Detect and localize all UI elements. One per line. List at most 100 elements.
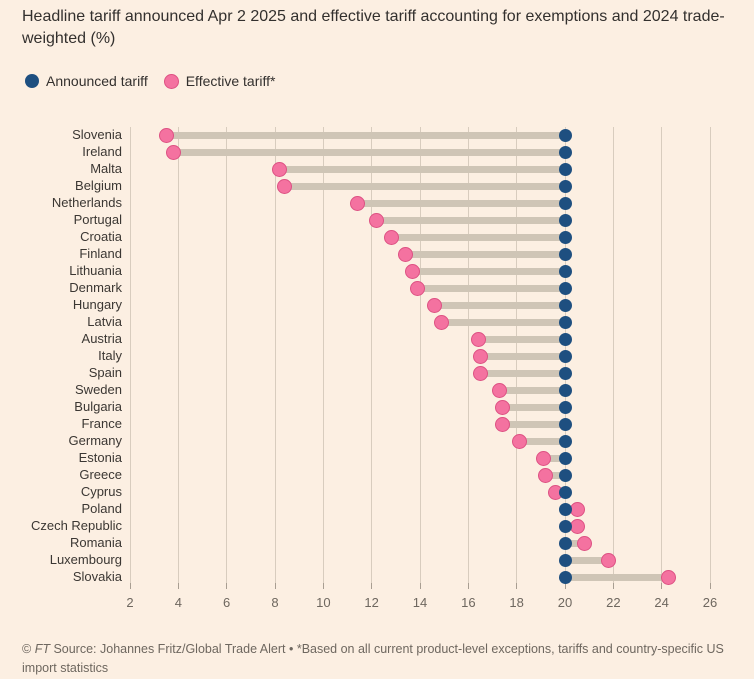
- source-text: Source: Johannes Fritz/Global Trade Aler…: [49, 642, 724, 656]
- legend-label-effective: Effective tariff*: [185, 73, 276, 89]
- country-label: Portugal: [73, 212, 122, 227]
- announced-dot: [558, 366, 572, 380]
- country-label: Italy: [98, 348, 122, 363]
- country-label: Finland: [79, 246, 122, 261]
- gridline: [129, 127, 131, 583]
- announced-dot: [558, 451, 572, 465]
- axis-tick: [371, 583, 373, 589]
- gridline: [371, 127, 373, 583]
- axis-tick: [177, 583, 179, 589]
- x-tick-label: 10: [316, 595, 331, 610]
- x-tick-label: 16: [461, 595, 476, 610]
- country-label: Estonia: [78, 450, 122, 465]
- announced-dot: [558, 349, 572, 363]
- announced-dot: [558, 281, 572, 295]
- connector-bar: [480, 369, 565, 377]
- effective-dot: [398, 246, 413, 262]
- chart-title-line1: Headline tariff announced Apr 2 2025 and…: [22, 8, 725, 25]
- connector-bar: [173, 148, 565, 156]
- axis-tick: [226, 583, 228, 589]
- x-tick-label: 14: [412, 595, 428, 610]
- announced-dot: [558, 570, 572, 584]
- axis-tick: [709, 583, 711, 589]
- axis-tick: [274, 583, 276, 589]
- country-label: Denmark: [69, 280, 122, 295]
- country-label: Slovakia: [72, 569, 122, 584]
- announced-dot: [558, 128, 572, 142]
- connector-bar: [405, 250, 565, 258]
- connector-bar: [434, 301, 565, 309]
- announced-dot: [558, 536, 572, 550]
- effective-dot: [576, 535, 592, 551]
- connector-bar: [376, 216, 565, 224]
- effective-dot: [349, 195, 365, 211]
- x-tick-label: 26: [702, 595, 718, 610]
- x-tick-label: 8: [271, 595, 279, 610]
- effective-dot: [383, 229, 399, 245]
- effective-dot: [494, 416, 510, 432]
- axis-tick: [322, 583, 324, 589]
- country-label: Poland: [81, 501, 122, 516]
- source-text-line2: import statistics: [22, 661, 109, 676]
- connector-bar: [545, 471, 565, 479]
- connector-bar: [499, 386, 565, 394]
- announced-dot: [558, 553, 572, 567]
- country-label: France: [81, 416, 122, 431]
- x-tick-label: 6: [223, 595, 231, 610]
- gridline: [467, 127, 469, 583]
- x-tick-label: 2: [126, 595, 134, 610]
- country-label: Sweden: [75, 382, 122, 397]
- effective-dot: [405, 263, 421, 279]
- connector-bar: [502, 420, 565, 428]
- announced-dot: [558, 298, 572, 312]
- connector-bar: [284, 182, 565, 190]
- effective-dot: [434, 314, 450, 330]
- country-label: Hungary: [72, 297, 122, 312]
- ft-brand: FT: [34, 642, 50, 656]
- effective-dot: [511, 433, 527, 449]
- axis-tick: [564, 583, 566, 589]
- country-label: Belgium: [75, 178, 122, 193]
- announced-dot-icon: [25, 74, 39, 88]
- connector-bar: [565, 539, 585, 547]
- gridline: [226, 127, 228, 583]
- gridline: [274, 127, 276, 583]
- connector-bar: [357, 199, 565, 207]
- connector-bar: [166, 131, 565, 139]
- effective-dot-icon: [163, 73, 179, 89]
- axis-tick: [129, 583, 131, 589]
- country-label: Greece: [79, 467, 122, 482]
- gridline: [322, 127, 324, 583]
- x-tick-label: 22: [606, 595, 621, 610]
- axis-tick: [419, 583, 421, 589]
- effective-dot: [538, 467, 554, 483]
- gridline: [709, 127, 711, 583]
- connector-bar: [391, 233, 565, 241]
- country-label: Malta: [90, 161, 122, 176]
- source-note: © FT Source: Johannes Fritz/Global Trade…: [22, 640, 732, 679]
- country-label: Spain: [88, 365, 122, 380]
- gridline: [661, 127, 663, 583]
- announced-dot: [558, 145, 572, 159]
- legend-item-announced: Announced tariff: [25, 73, 148, 89]
- announced-dot: [558, 179, 572, 193]
- effective-dot: [369, 212, 384, 228]
- announced-dot: [558, 519, 572, 533]
- effective-dot: [661, 569, 677, 585]
- connector-bar: [565, 556, 609, 564]
- country-label: Ireland: [82, 144, 122, 159]
- connector-bar: [279, 165, 565, 173]
- country-label: Luxembourg: [49, 552, 122, 567]
- axis-tick: [516, 583, 518, 589]
- announced-dot: [558, 162, 572, 176]
- announced-dot: [558, 264, 572, 278]
- effective-dot: [166, 144, 181, 160]
- effective-dot: [569, 501, 585, 517]
- effective-dot: [272, 161, 288, 177]
- country-label: Latvia: [87, 314, 122, 329]
- effective-dot: [472, 348, 488, 364]
- country-label: Romania: [69, 535, 122, 550]
- effective-dot: [470, 331, 486, 347]
- announced-dot: [558, 434, 572, 448]
